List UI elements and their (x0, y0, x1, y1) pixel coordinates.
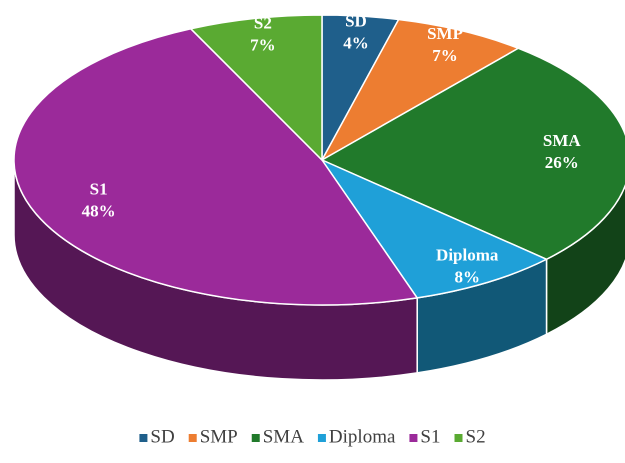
data-label-value: 7% (250, 35, 276, 54)
data-label-name: S1 (90, 180, 108, 199)
data-label-name: S2 (254, 13, 272, 32)
data-label-value: 8% (454, 268, 480, 287)
slice (189, 14, 323, 162)
slice (320, 18, 521, 162)
slice (319, 158, 549, 299)
legend-swatch (188, 434, 197, 442)
data-label-name: SMP (427, 24, 463, 43)
legend-swatch (454, 434, 463, 442)
slice (320, 47, 625, 261)
data-label-value: 4% (343, 33, 369, 52)
legend-label: SMP (200, 426, 238, 447)
data-label-value: 7% (432, 46, 458, 65)
legend-swatch (139, 434, 148, 442)
legend-label: S1 (420, 426, 440, 447)
data-label-value: 26% (545, 153, 579, 172)
legend-label: SD (150, 426, 174, 447)
data-label-name: SMA (543, 131, 582, 150)
legend: SD SMP SMA Diploma S1 S2 (139, 426, 486, 447)
legend-label: SMA (263, 426, 304, 447)
legend-label: Diploma (329, 426, 396, 447)
data-label-name: Diploma (436, 246, 499, 265)
legend-label: S2 (466, 426, 486, 447)
data-label-value: 48% (82, 202, 116, 221)
slice (13, 27, 419, 306)
legend-swatch (251, 434, 260, 442)
legend-swatch (409, 434, 418, 442)
data-label-name: SD (345, 11, 367, 30)
legend-swatch (317, 434, 326, 442)
